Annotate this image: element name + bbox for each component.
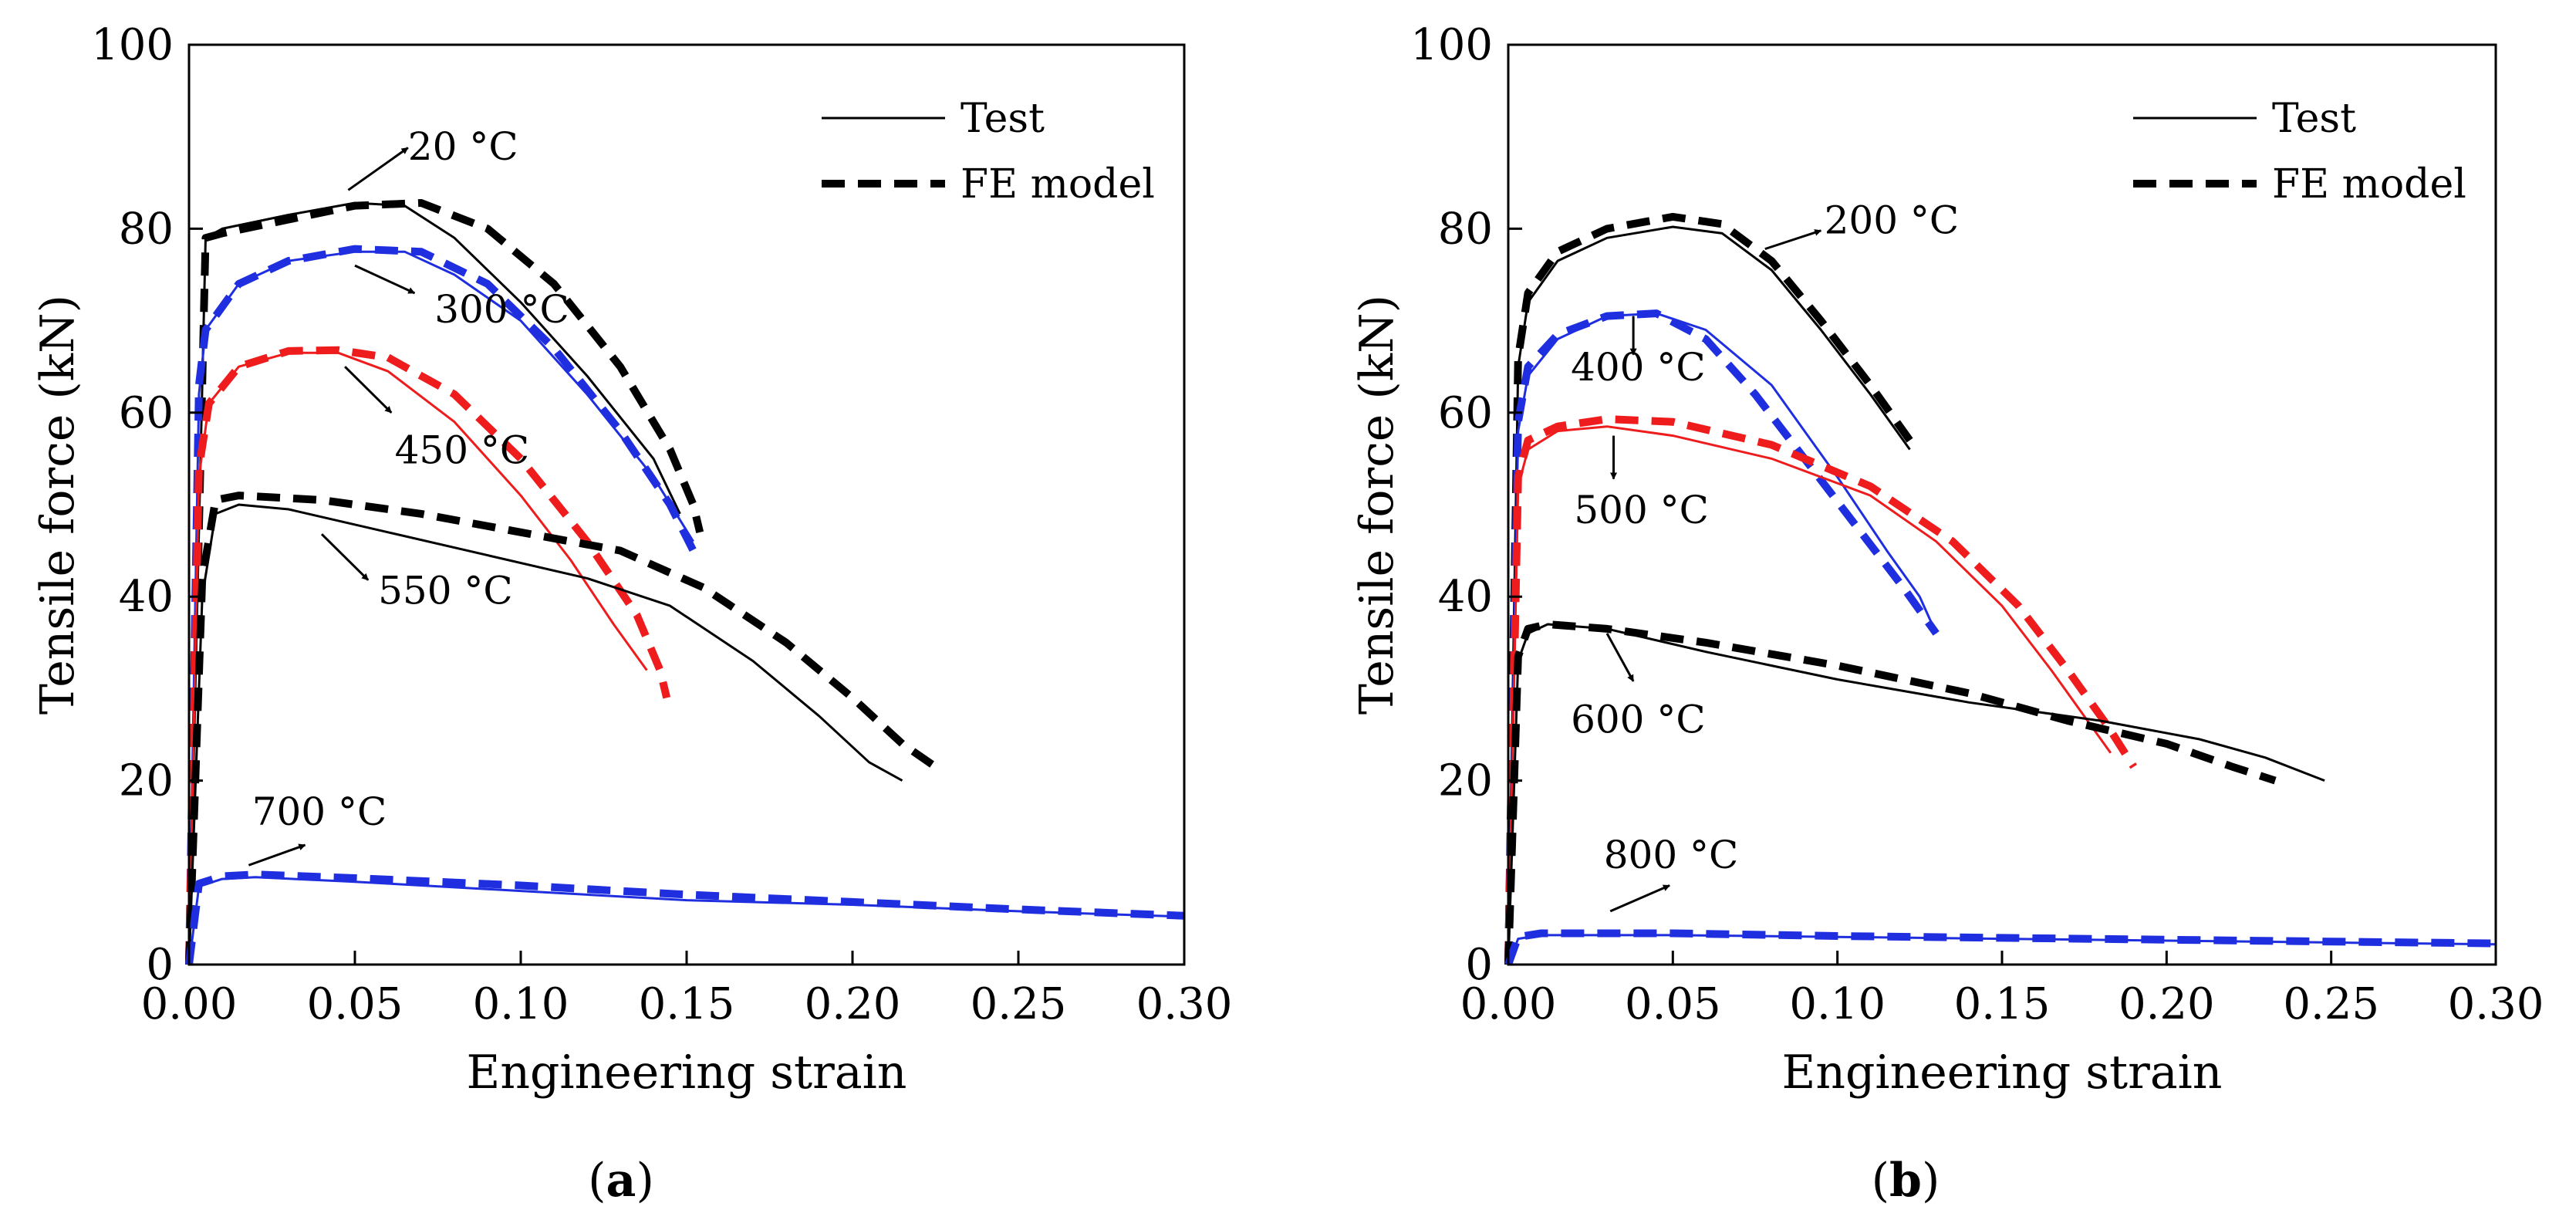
panel-a: 0.00 0.05 0.10 0.15 0.20 0.25 0.30 0 20 40 60 80 100…: [31, 20, 1232, 1208]
x-tick-label-b-1: 0.05: [1625, 979, 1721, 1029]
annotation-arrow-b-0: [1764, 229, 1822, 251]
x-tick-label-b-0: 0.00: [1460, 979, 1557, 1029]
x-axis-label-a: Engineering strain: [467, 1046, 907, 1100]
panel-b: 0.00 0.05 0.10 0.15 0.20 0.25 0.30 0 20 40 60 80 100…: [1350, 20, 2544, 1208]
x-tick-label-a-5: 0.25: [971, 979, 1067, 1029]
annotation-label-b-1: 400 °C: [1571, 345, 1706, 390]
series-line-a-5: [185, 346, 671, 965]
series-line-b-9: [1504, 929, 2497, 966]
series-line-b-5: [1504, 415, 2137, 965]
x-tick-label-b-3: 0.15: [1954, 979, 2051, 1029]
x-tick-label-a-4: 0.20: [805, 979, 901, 1029]
legend-test-label-b: Test: [2272, 96, 2356, 142]
y-tick-label-b-4: 80: [1438, 204, 1493, 254]
series-line-b-7: [1504, 620, 2277, 965]
annotation-arrow-a-2: [344, 366, 393, 414]
x-axis-label-b: Engineering strain: [1782, 1046, 2223, 1100]
annotation-arrow-a-1: [354, 264, 416, 295]
y-tick-label-a-1: 20: [119, 756, 174, 806]
annotation-arrow-a-4: [248, 843, 306, 867]
annotation-label-b-3: 600 °C: [1571, 698, 1706, 742]
annotation-arrow-b-4: [1609, 884, 1670, 913]
x-tick-label-b-6: 0.30: [2448, 979, 2544, 1029]
x-tick-label-a-0: 0.00: [141, 979, 238, 1029]
legend-fe-label-a: FE model: [961, 161, 1155, 208]
y-tick-label-b-3: 60: [1438, 388, 1493, 438]
legend-fe-label-b: FE model: [2272, 161, 2466, 208]
y-tick-label-b-1: 20: [1438, 756, 1493, 806]
panel-caption-a: (a): [588, 1154, 654, 1208]
series-line-a-9: [185, 870, 1185, 965]
y-tick-label-a-2: 40: [119, 572, 174, 622]
x-tick-label-b-2: 0.10: [1789, 979, 1886, 1029]
annotation-arrow-a-0: [347, 147, 409, 191]
annotation-label-a-1: 300 °C: [434, 287, 569, 332]
y-axis-label-a: Tensile force (kN): [31, 295, 85, 715]
y-axis-label-b: Tensile force (kN): [1350, 295, 1404, 715]
legend-test-label-a: Test: [961, 96, 1045, 142]
y-tick-label-a-5: 100: [91, 20, 174, 70]
annotation-arrow-a-3: [320, 533, 370, 581]
x-tick-label-a-1: 0.05: [307, 979, 403, 1029]
annotation-label-b-0: 200 °C: [1825, 198, 1960, 242]
annotation-label-a-0: 20 °C: [408, 124, 518, 169]
annotation-label-a-4: 700 °C: [252, 789, 387, 834]
y-tick-label-a-3: 60: [119, 388, 174, 438]
y-tick-label-a-0: 0: [146, 940, 174, 990]
y-tick-label-b-0: 0: [1465, 940, 1493, 990]
x-tick-label-a-6: 0.30: [1136, 979, 1233, 1029]
annotation-arrow-b-3: [1605, 633, 1635, 682]
y-tick-label-b-5: 100: [1410, 20, 1493, 70]
series-line-b-0: [1507, 225, 1911, 965]
x-tick-label-b-5: 0.25: [2283, 979, 2379, 1029]
series-line-b-3: [1504, 309, 1940, 965]
series-line-a-3: [185, 245, 697, 965]
annotation-label-b-4: 800 °C: [1604, 833, 1739, 877]
annotation-label-a-2: 450 °C: [395, 427, 530, 472]
y-tick-label-a-4: 80: [119, 204, 174, 254]
series-line-b-1: [1504, 212, 1913, 965]
x-tick-label-a-2: 0.10: [473, 979, 569, 1029]
panel-caption-b: (b): [1872, 1154, 1940, 1208]
x-tick-label-a-3: 0.15: [639, 979, 735, 1029]
annotation-label-b-2: 500 °C: [1574, 488, 1709, 532]
y-tick-label-b-2: 40: [1438, 572, 1493, 622]
series-line-a-1: [185, 199, 704, 965]
series-line-a-7: [185, 492, 944, 965]
series-line-a-6: [187, 503, 903, 965]
x-tick-label-b-4: 0.20: [2119, 979, 2215, 1029]
annotation-label-a-3: 550 °C: [378, 569, 513, 613]
